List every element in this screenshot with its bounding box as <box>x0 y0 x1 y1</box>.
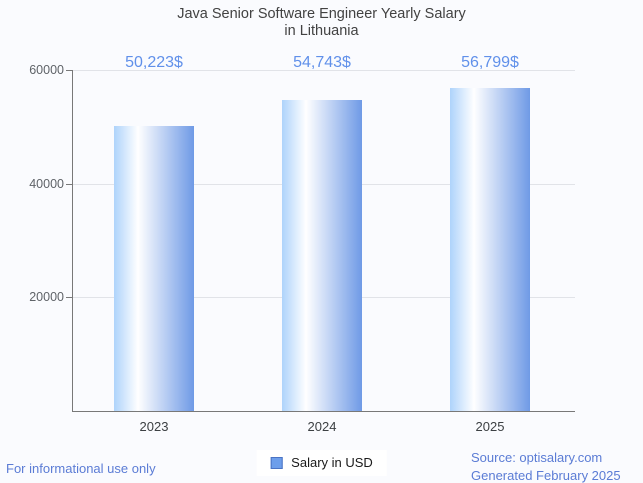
generated-text: Generated February 2025 <box>471 467 621 483</box>
value-label-2024: 54,743$ <box>293 54 351 71</box>
legend: Salary in USD <box>256 450 387 476</box>
legend-swatch-icon <box>270 456 283 469</box>
bar-2024[interactable] <box>282 100 362 411</box>
value-label-2023: 50,223$ <box>125 54 183 71</box>
chart-title-line1: Java Senior Software Engineer Yearly Sal… <box>177 6 466 22</box>
gridline-60000 <box>72 70 575 71</box>
y-tick-label-60000: 60000 <box>29 63 64 77</box>
disclaimer-text: For informational use only <box>6 461 156 476</box>
x-axis-line <box>72 411 575 412</box>
y-tick-label-20000: 20000 <box>29 290 64 304</box>
x-tick-label-2025: 2025 <box>475 419 505 434</box>
source-block: Source: optisalary.com Generated Februar… <box>471 449 621 483</box>
bar-2023[interactable] <box>114 126 194 411</box>
y-axis-line <box>72 70 73 411</box>
chart-title-line2: in Lithuania <box>284 23 359 40</box>
y-tick-mark-20000 <box>66 297 73 298</box>
source-text: Source: optisalary.com <box>471 450 603 465</box>
legend-label: Salary in USD <box>291 455 373 470</box>
value-label-2025: 56,799$ <box>461 54 519 71</box>
bar-2025[interactable] <box>450 88 530 411</box>
y-tick-mark-40000 <box>66 184 73 185</box>
x-tick-label-2023: 2023 <box>139 419 169 434</box>
x-tick-label-2024: 2024 <box>307 419 337 434</box>
y-tick-mark-60000 <box>66 70 73 71</box>
y-tick-label-40000: 40000 <box>29 177 64 191</box>
chart-title: Java Senior Software Engineer Yearly Sal… <box>0 6 643 40</box>
